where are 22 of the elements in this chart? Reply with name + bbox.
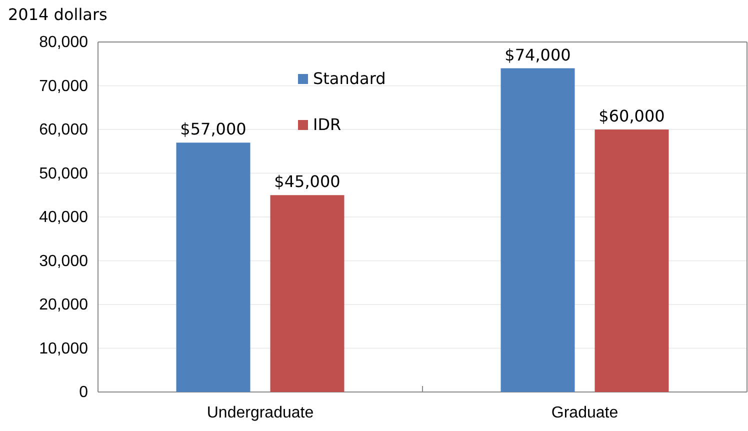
bar xyxy=(594,130,669,392)
legend-label: IDR xyxy=(313,115,342,134)
y-tick-label: 40,000 xyxy=(39,209,88,226)
y-tick-label: 20,000 xyxy=(39,296,88,314)
y-tick-label: 80,000 xyxy=(39,34,88,52)
data-label: $74,000 xyxy=(504,45,571,64)
y-axis-title: 2014 dollars xyxy=(8,5,108,24)
bar xyxy=(270,195,344,392)
y-tick-label: 0 xyxy=(79,384,88,402)
y-tick-label: 30,000 xyxy=(39,252,88,270)
y-tick-label: 10,000 xyxy=(39,340,88,358)
x-tick-label: Graduate xyxy=(551,404,618,422)
y-tick-label: 70,000 xyxy=(39,78,88,95)
bar xyxy=(500,68,575,392)
y-tick-label: 50,000 xyxy=(39,165,88,182)
y-tick-label: 60,000 xyxy=(39,122,88,139)
data-label: $60,000 xyxy=(598,106,665,126)
data-label: $57,000 xyxy=(180,120,246,139)
x-tick-label: Undergraduate xyxy=(206,404,314,422)
legend-label: Standard xyxy=(313,69,386,88)
bar xyxy=(176,142,250,392)
data-label: $45,000 xyxy=(274,172,340,192)
